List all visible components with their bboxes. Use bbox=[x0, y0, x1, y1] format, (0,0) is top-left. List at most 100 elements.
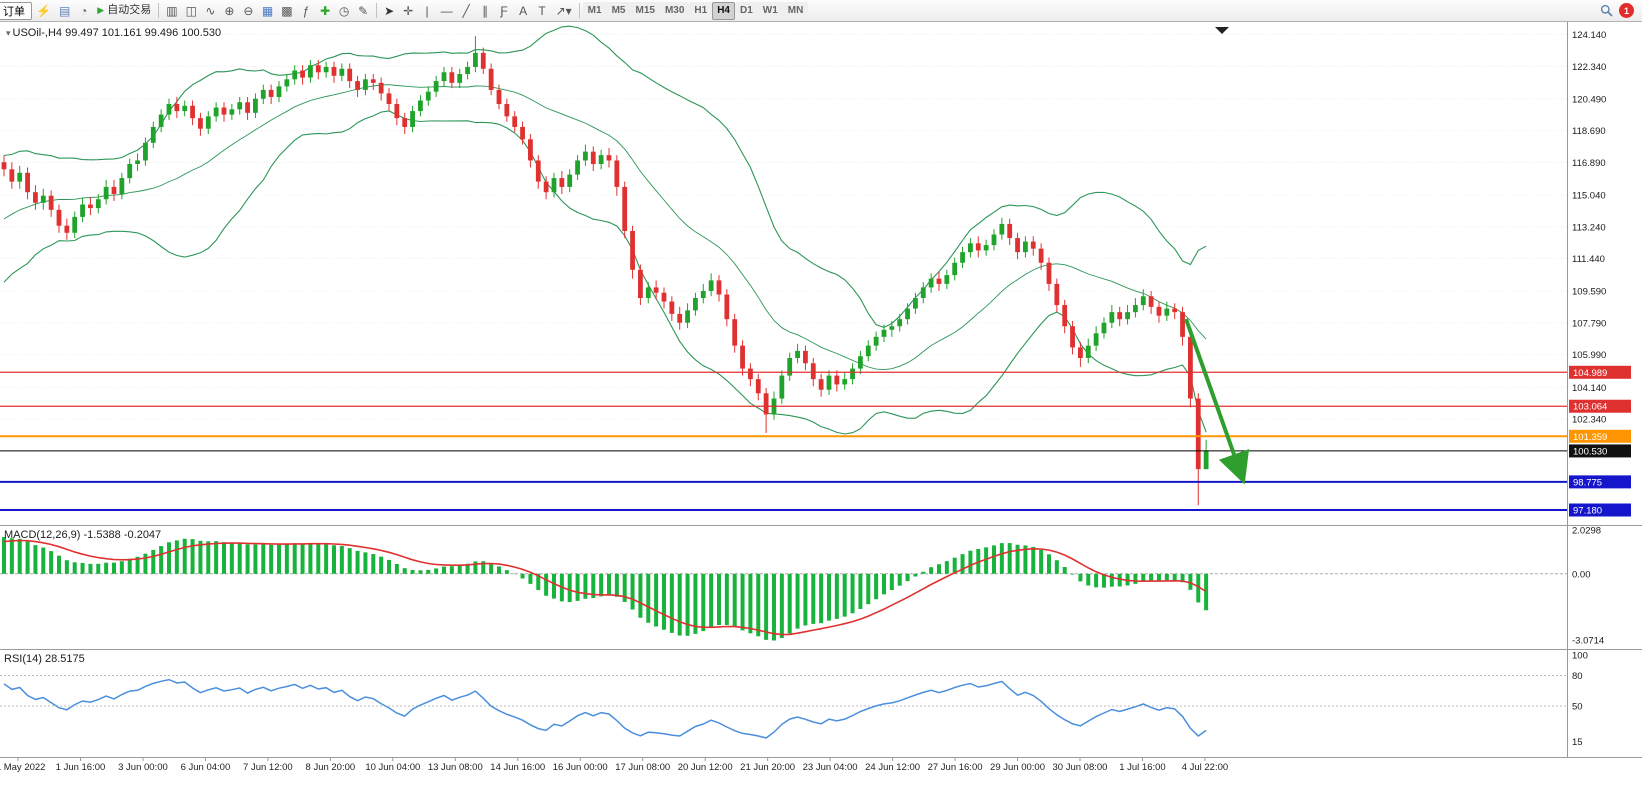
svg-text:118.690: 118.690 bbox=[1572, 126, 1606, 137]
crosshair-button[interactable]: ✛ bbox=[399, 2, 418, 20]
text-button[interactable]: A bbox=[514, 2, 533, 20]
svg-text:17 Jun 08:00: 17 Jun 08:00 bbox=[615, 762, 670, 773]
timeframe-m5-button[interactable]: M5 bbox=[606, 1, 631, 20]
rsi-panel: 100 80 50 15 bbox=[0, 651, 1588, 748]
svg-text:97.180: 97.180 bbox=[1573, 506, 1602, 517]
svg-text:1 Jun 16:00: 1 Jun 16:00 bbox=[56, 762, 106, 773]
svg-text:113.240: 113.240 bbox=[1572, 222, 1606, 233]
trendline-icon: ╱ bbox=[462, 3, 470, 18]
timeframe-m1-button[interactable]: M1 bbox=[582, 1, 607, 20]
shapes-button[interactable]: ↗▾ bbox=[552, 2, 576, 20]
lightning-icon: ⚡ bbox=[36, 3, 51, 18]
time-axis[interactable]: 31 May 2022 1 Jun 16:00 3 Jun 00:00 6 Jun 0… bbox=[0, 758, 1228, 773]
profiles-button[interactable]: ◔ bbox=[74, 2, 93, 20]
svg-text:4 Jul 22:00: 4 Jul 22:00 bbox=[1182, 762, 1228, 773]
timeframe-mn-button[interactable]: MN bbox=[782, 1, 809, 20]
vertical-line-button[interactable]: | bbox=[418, 2, 437, 20]
symbol-ohlc-header[interactable]: ▾ USOil-,H4 99.497 101.161 99.496 100.530 bbox=[6, 27, 221, 39]
rsi-indicator-label: RSI(14) 28.5175 bbox=[4, 653, 85, 665]
add-indicator-button[interactable]: ✚ bbox=[316, 2, 335, 20]
chart-shift-marker[interactable] bbox=[1215, 27, 1229, 34]
crosshair-icon: ✛ bbox=[403, 3, 414, 18]
svg-text:111.440: 111.440 bbox=[1572, 254, 1605, 265]
auto-arrange-button[interactable]: ▩ bbox=[277, 2, 296, 20]
macd-value: -1.5388 bbox=[83, 529, 121, 541]
cursor-button[interactable]: ➤ bbox=[380, 2, 399, 20]
horizontal-lines[interactable] bbox=[0, 371, 1567, 512]
svg-text:122.340: 122.340 bbox=[1572, 62, 1606, 73]
toolbar-group-file: ⚡ ▤ ◔ bbox=[32, 2, 93, 20]
zoom-out-icon: ⊖ bbox=[243, 3, 254, 18]
vertical-line-icon: | bbox=[425, 3, 429, 18]
svg-text:8 Jun 20:00: 8 Jun 20:00 bbox=[306, 762, 356, 773]
timeframe-h1-button[interactable]: H1 bbox=[689, 1, 713, 20]
symbol-info-text: USOil-,H4 99.497 101.161 99.496 100.530 bbox=[12, 27, 222, 39]
svg-text:30 Jun 08:00: 30 Jun 08:00 bbox=[1053, 762, 1108, 773]
timeframe-w1-button[interactable]: W1 bbox=[757, 1, 783, 20]
svg-text:15: 15 bbox=[1572, 737, 1583, 748]
profiles-icon: ◔ bbox=[80, 3, 88, 18]
macd-indicator-label: MACD(12,26,9) -1.5388 -0.2047 bbox=[4, 529, 161, 541]
svg-text:102.340: 102.340 bbox=[1572, 415, 1606, 426]
notification-badge[interactable]: 1 bbox=[1619, 3, 1634, 18]
chart-area[interactable]: 2.0298 0.00 -3.0714 100 80 50 15 124.140 122.340… bbox=[0, 22, 1642, 810]
timeframe-d1-button[interactable]: D1 bbox=[734, 1, 758, 20]
cursor-icon: ➤ bbox=[384, 3, 395, 18]
search-button[interactable] bbox=[1596, 2, 1617, 20]
svg-text:2.0298: 2.0298 bbox=[1572, 526, 1601, 537]
zoom-in-button[interactable]: ⊕ bbox=[220, 2, 239, 20]
svg-text:13 Jun 08:00: 13 Jun 08:00 bbox=[428, 762, 483, 773]
svg-text:101.359: 101.359 bbox=[1573, 432, 1607, 443]
annotations[interactable] bbox=[1184, 27, 1250, 485]
trendline-button[interactable]: ╱ bbox=[457, 2, 476, 20]
bar-chart-button[interactable]: ▥ bbox=[162, 2, 181, 20]
toolbar-separator bbox=[158, 3, 160, 18]
chart-properties-button[interactable]: ✎ bbox=[354, 2, 373, 20]
svg-text:109.590: 109.590 bbox=[1572, 287, 1606, 298]
chart-dropdown-icon[interactable]: ▾ bbox=[6, 28, 11, 38]
toolbar-group-objects: ➤ ✛ | — ╱ ∥ Ƒ A T ↗▾ bbox=[380, 2, 576, 20]
new-order-button[interactable]: 订单 bbox=[0, 1, 32, 20]
line-chart-button[interactable]: ∿ bbox=[201, 2, 220, 20]
grid-layer bbox=[0, 22, 1642, 758]
macd-signal-value: -0.2047 bbox=[123, 529, 162, 541]
rsi-value: 28.5175 bbox=[44, 653, 85, 665]
timeframe-buttons: M1 M5 M15 M30 H1 H4 D1 W1 MN bbox=[582, 1, 809, 20]
svg-text:100.530: 100.530 bbox=[1573, 446, 1607, 457]
zoom-out-button[interactable]: ⊖ bbox=[239, 2, 258, 20]
price-chart-svg[interactable]: 2.0298 0.00 -3.0714 100 80 50 15 124.140 122.340… bbox=[0, 22, 1642, 810]
clock-icon: ◷ bbox=[338, 3, 350, 18]
line-chart-icon: ∿ bbox=[205, 3, 216, 18]
macd-panel: 2.0298 0.00 -3.0714 bbox=[0, 526, 1604, 646]
equidistant-channel-button[interactable]: ∥ bbox=[476, 2, 495, 20]
svg-text:27 Jun 16:00: 27 Jun 16:00 bbox=[928, 762, 983, 773]
svg-text:10 Jun 04:00: 10 Jun 04:00 bbox=[365, 762, 420, 773]
lightning-button[interactable]: ⚡ bbox=[32, 2, 55, 20]
auto-arrange-icon: ▩ bbox=[281, 3, 293, 18]
candlestick-chart-button[interactable]: ◫ bbox=[182, 2, 201, 20]
tile-windows-button[interactable]: ▦ bbox=[258, 2, 277, 20]
svg-text:24 Jun 12:00: 24 Jun 12:00 bbox=[865, 762, 920, 773]
svg-text:23 Jun 04:00: 23 Jun 04:00 bbox=[803, 762, 858, 773]
svg-text:100: 100 bbox=[1572, 651, 1588, 662]
svg-text:104.989: 104.989 bbox=[1573, 368, 1607, 379]
equidistant-channel-icon: ∥ bbox=[482, 3, 489, 18]
toolbar-separator bbox=[375, 3, 377, 18]
text-label-button[interactable]: T bbox=[533, 2, 552, 20]
new-chart-button[interactable]: ▤ bbox=[55, 2, 74, 20]
svg-text:115.040: 115.040 bbox=[1572, 191, 1606, 202]
timeframe-m15-button[interactable]: M15 bbox=[630, 1, 660, 20]
clock-button[interactable]: ◷ bbox=[335, 2, 354, 20]
auto-trading-button[interactable]: ▶ 自动交易 bbox=[93, 2, 155, 20]
text-icon: A bbox=[519, 3, 528, 18]
bar-chart-icon: ▥ bbox=[166, 3, 178, 18]
timeframe-h4-button[interactable]: H4 bbox=[712, 1, 735, 20]
candlestick-chart-icon: ◫ bbox=[185, 3, 197, 18]
indicators-button[interactable]: ƒ bbox=[297, 2, 316, 20]
fibonacci-button[interactable]: Ƒ bbox=[495, 2, 514, 20]
horizontal-line-button[interactable]: — bbox=[437, 2, 457, 20]
trend-arrow-annotation[interactable] bbox=[1184, 318, 1250, 485]
timeframe-m30-button[interactable]: M30 bbox=[659, 1, 690, 20]
svg-text:103.064: 103.064 bbox=[1573, 402, 1607, 413]
price-axis[interactable]: 124.140 122.340 120.490 118.690 116.890 115.0… bbox=[1572, 30, 1606, 425]
